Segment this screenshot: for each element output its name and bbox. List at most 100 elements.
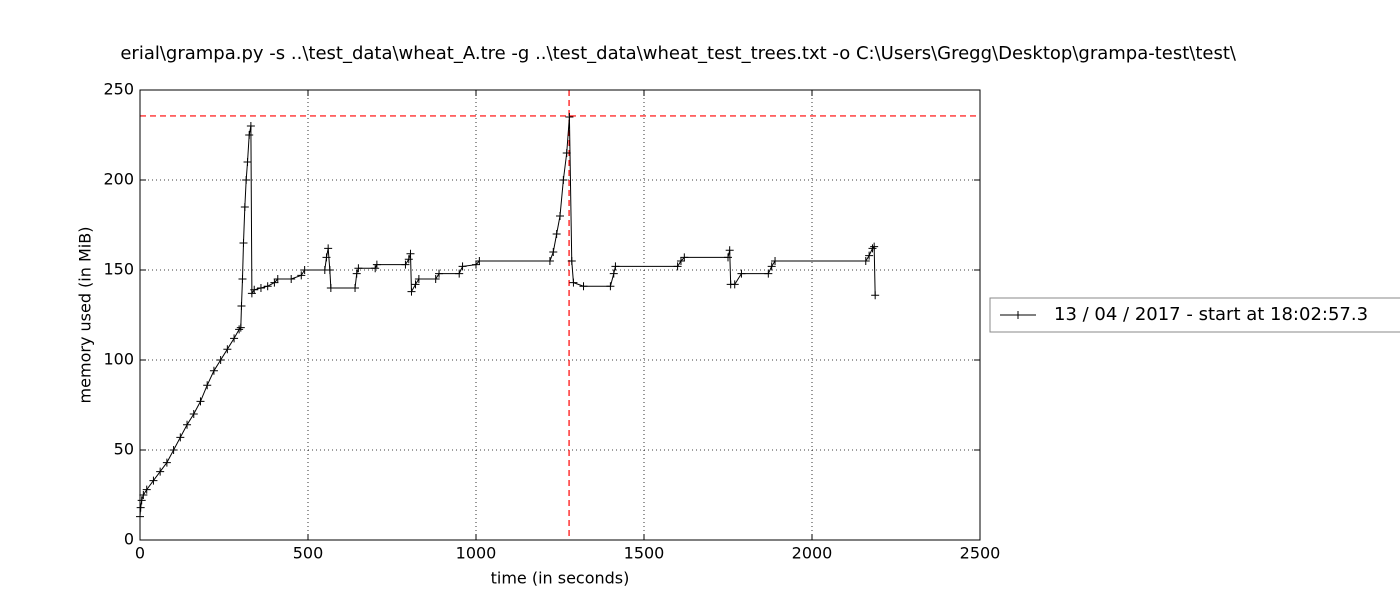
x-tick-label: 0 <box>135 544 145 563</box>
data-point <box>475 257 484 265</box>
data-point <box>552 230 561 238</box>
data-point <box>324 244 333 253</box>
data-point <box>239 239 248 247</box>
data-point <box>189 410 198 418</box>
data-point <box>136 503 145 512</box>
data-point <box>567 257 576 265</box>
y-tick-label: 200 <box>103 170 134 189</box>
data-point <box>725 246 734 255</box>
data-point <box>737 269 746 278</box>
data-point <box>680 253 689 262</box>
data-point <box>240 203 249 211</box>
data-point <box>372 260 381 269</box>
data-point <box>245 131 254 139</box>
data-point <box>246 122 255 130</box>
y-tick-label: 0 <box>124 530 134 549</box>
data-point <box>351 284 360 292</box>
data-point <box>139 491 148 499</box>
data-point <box>458 262 467 271</box>
data-point <box>203 381 212 390</box>
data-point <box>556 212 564 220</box>
data-point <box>354 264 363 273</box>
data-point <box>250 285 259 294</box>
data-point <box>676 257 685 265</box>
data-point <box>263 282 272 291</box>
legend-box <box>989 297 1400 333</box>
x-tick-label: 500 <box>293 544 324 563</box>
data-point <box>162 458 171 467</box>
data-point <box>559 176 568 184</box>
data-point <box>611 262 620 271</box>
data-point <box>196 397 205 406</box>
data-point <box>767 262 776 271</box>
data-line <box>139 116 876 517</box>
data-point <box>326 284 335 292</box>
data-point <box>183 420 192 429</box>
data-point <box>401 260 410 269</box>
chart-title: erial\grampa.py -s ..\test_data\wheat_A.… <box>120 43 1237 64</box>
data-point <box>242 176 251 184</box>
y-tick-label: 250 <box>103 80 134 99</box>
data-point <box>156 467 165 476</box>
x-tick-label: 2000 <box>792 544 833 563</box>
data-point <box>404 255 413 264</box>
x-tick-label: 2500 <box>960 544 1001 563</box>
data-point <box>230 334 239 343</box>
data-point <box>243 158 252 166</box>
data-point <box>569 278 578 287</box>
data-point <box>411 280 420 289</box>
data-point <box>870 242 879 251</box>
x-tick-label: 1000 <box>456 544 497 563</box>
data-point <box>579 282 588 291</box>
data-point <box>549 248 558 256</box>
data-point <box>325 266 334 274</box>
data-point <box>730 280 739 289</box>
data-point <box>609 269 618 278</box>
data-point <box>149 476 158 485</box>
data-point <box>545 257 554 265</box>
data-point <box>300 266 309 274</box>
data-point <box>414 275 423 283</box>
data-point <box>256 284 265 292</box>
x-axis-label: time (in seconds) <box>491 569 630 588</box>
data-point <box>562 149 571 157</box>
y-axis-label: memory used (in MiB) <box>76 227 95 404</box>
data-point <box>865 251 874 260</box>
data-point <box>270 278 279 287</box>
data-point <box>565 113 574 121</box>
data-point <box>455 269 464 278</box>
data-point <box>287 275 296 283</box>
data-point <box>142 485 151 494</box>
data-point <box>176 433 185 442</box>
data-point <box>406 249 415 258</box>
data-point <box>431 275 440 283</box>
series <box>136 113 880 521</box>
data-point <box>764 269 773 278</box>
y-tick-label: 50 <box>114 440 134 459</box>
plot-frame <box>139 89 981 541</box>
data-point <box>673 262 682 271</box>
data-point <box>871 291 880 300</box>
data-point <box>352 269 361 278</box>
x-tick-label: 1500 <box>624 544 665 563</box>
data-point <box>868 244 877 253</box>
legend-label: 13 / 04 / 2017 - start at 18:02:57.3 <box>1054 304 1368 325</box>
data-point <box>216 356 225 364</box>
data-point <box>771 257 780 265</box>
data-point <box>169 446 178 454</box>
data-point <box>371 264 380 273</box>
data-point <box>472 260 480 269</box>
y-tick-label: 100 <box>103 350 134 369</box>
data-point <box>209 366 218 375</box>
data-point <box>861 257 870 265</box>
data-point <box>236 323 245 332</box>
data-point <box>606 282 615 291</box>
data-point <box>724 253 732 262</box>
legend-marker <box>1014 311 1022 319</box>
data-point <box>273 275 282 283</box>
data-point <box>223 345 232 354</box>
data-point <box>322 253 331 262</box>
data-point <box>407 287 416 296</box>
data-point <box>235 325 244 334</box>
